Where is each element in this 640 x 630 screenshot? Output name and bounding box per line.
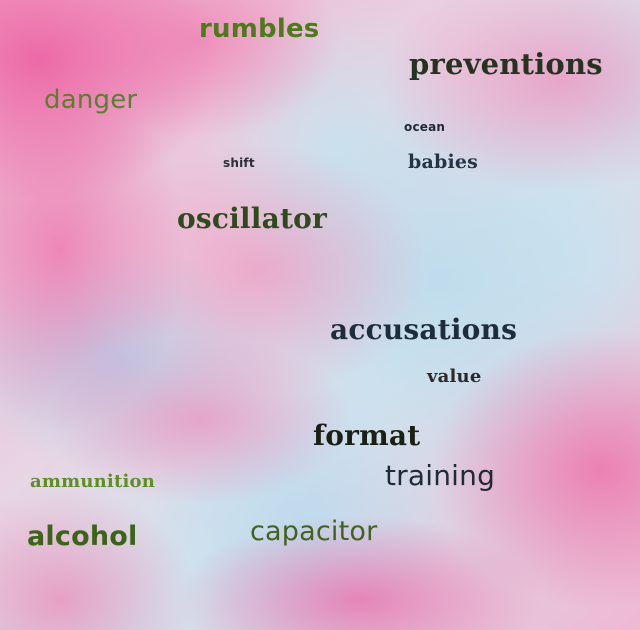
word-format: format — [313, 419, 421, 452]
word-capacitor: capacitor — [250, 516, 378, 547]
word-accusations: accusations — [330, 313, 518, 346]
word-danger: danger — [44, 85, 138, 115]
word-alcohol: alcohol — [27, 521, 138, 552]
word-shift: shift — [223, 156, 255, 170]
word-value: value — [427, 366, 482, 387]
word-rumbles: rumbles — [199, 14, 320, 44]
word-oscillator: oscillator — [177, 202, 327, 235]
word-ammunition: ammunition — [30, 471, 156, 492]
word-preventions: preventions — [409, 47, 603, 81]
word-training: training — [385, 459, 496, 492]
word-babies: babies — [408, 151, 479, 173]
word-ocean: ocean — [404, 120, 446, 134]
